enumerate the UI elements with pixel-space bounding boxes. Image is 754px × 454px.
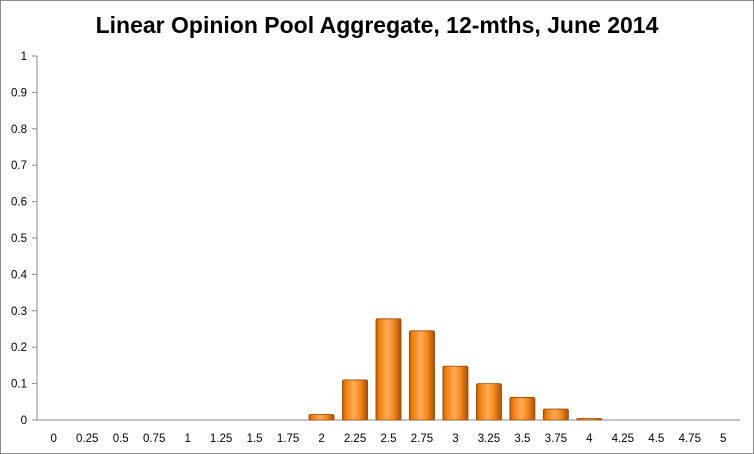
bar-2.75 (409, 330, 435, 421)
x-tick-label: 1.75 (277, 433, 299, 445)
x-tick-label: 2.25 (344, 433, 366, 445)
x-tick-label: 0 (51, 433, 57, 445)
x-tick-label: 2 (318, 433, 324, 445)
bar-2 (308, 414, 335, 421)
y-tick-label: 0.4 (11, 269, 28, 281)
x-tick-label: 3 (452, 433, 458, 445)
bar-3.5 (509, 397, 536, 421)
x-tick-label: 4.5 (648, 433, 664, 445)
x-tick-label: 1 (184, 433, 190, 445)
x-tick-label: 3.25 (478, 433, 500, 445)
bar-3 (442, 365, 469, 421)
x-tick-label: 5 (720, 433, 726, 445)
x-tick-label: 1.5 (247, 433, 263, 445)
y-tick-label: 0.2 (11, 342, 27, 354)
y-tick-label: 0.1 (11, 379, 27, 391)
bar-3.25 (475, 383, 502, 421)
chart-title: Linear Opinion Pool Aggregate, 12-mths, … (95, 12, 659, 38)
y-tick-label: 0.9 (11, 87, 27, 99)
x-tick-label: 4.25 (612, 433, 634, 445)
bar-2.25 (342, 379, 368, 421)
bar-2.5 (375, 318, 402, 421)
x-tick-label: 4 (586, 433, 593, 445)
x-tick-label: 0.5 (113, 433, 129, 445)
x-tick-label: 2.5 (381, 433, 397, 445)
bar-4 (576, 418, 603, 421)
x-tick-label: 1.25 (210, 433, 232, 445)
x-tick-label: 2.75 (411, 433, 433, 445)
y-tick-label: 0.6 (11, 197, 27, 209)
y-tick-label: 0.5 (11, 233, 27, 245)
y-tick-label: 0.7 (11, 160, 27, 172)
y-tick-label: 1 (21, 51, 27, 63)
y-tick-label: 0.8 (11, 124, 27, 136)
bars (308, 318, 603, 421)
y-tick-label: 0.3 (11, 306, 27, 318)
x-tick-label: 3.75 (545, 433, 567, 445)
x-tick-label: 0.75 (143, 433, 165, 445)
bar-3.75 (542, 408, 569, 421)
x-tick-label: 3.5 (514, 433, 530, 445)
x-tick-labels: 0 0.25 0.5 0.75 1 1.25 1.5 1.75 2 2.25 2.5 2.75 3 3.2… (51, 433, 727, 445)
x-tick-label: 4.75 (679, 433, 701, 445)
y-tick-labels: 0 0.1 0.2 0.3 0.4 0.5 0.6 0.7 0.8 0.9 1 (11, 51, 28, 427)
y-tick-label: 0 (21, 415, 27, 427)
x-tick-label: 0.25 (76, 433, 98, 445)
